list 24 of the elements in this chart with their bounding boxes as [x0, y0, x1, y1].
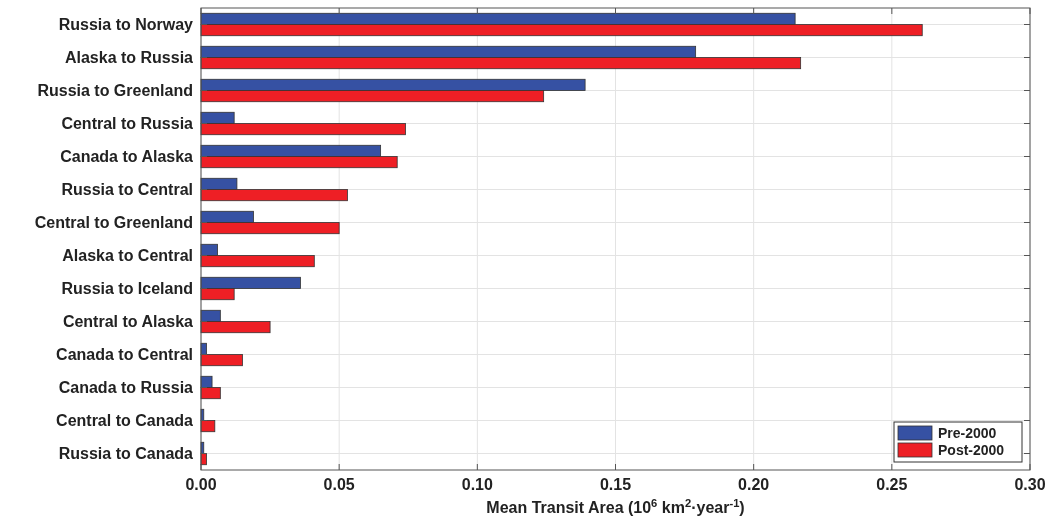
y-tick-label: Russia to Central [61, 181, 193, 199]
legend-label: Post-2000 [938, 441, 1005, 458]
y-tick-label: Russia to Iceland [61, 280, 193, 298]
y-tick-label: Russia to Norway [58, 16, 194, 34]
x-tick-label: 0.00 [185, 476, 217, 493]
y-tick-label: Central to Russia [61, 115, 194, 133]
y-tick-label: Alaska to Central [62, 247, 193, 265]
y-tick-label: Central to Canada [56, 412, 194, 430]
legend-label: Pre-2000 [938, 424, 997, 441]
y-tick-label: Canada to Russia [58, 379, 194, 397]
y-tick-label: Russia to Canada [58, 445, 194, 463]
y-tick-label: Central to Alaska [62, 313, 194, 331]
x-tick-label: 0.15 [599, 476, 632, 493]
x-tick-label: 0.20 [738, 476, 770, 493]
x-tick-label: 0.10 [461, 476, 494, 493]
x-tick-label: 0.30 [1014, 476, 1046, 493]
x-axis-title: Mean Transit Area (10$^{6}$ km$^{2}$·year$^{-1}$) [486, 497, 745, 516]
y-tick-label: Central to Greenland [34, 214, 193, 232]
y-tick-label: Canada to Central [56, 346, 193, 364]
y-tick-label: Canada to Alaska [60, 148, 194, 166]
y-tick-label: Alaska to Russia [64, 49, 194, 67]
y-tick-label: Russia to Greenland [37, 82, 193, 100]
x-tick-label: 0.25 [876, 476, 908, 493]
x-tick-label: 0.05 [323, 476, 355, 493]
